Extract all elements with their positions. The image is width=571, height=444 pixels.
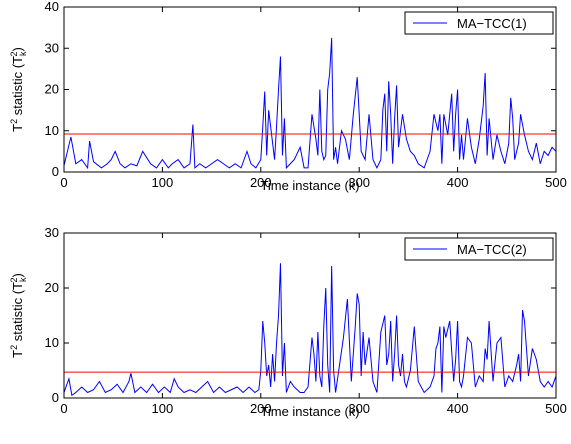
legend-label: MA−TCC(1) bbox=[457, 16, 527, 31]
y-tick-label: 10 bbox=[45, 335, 59, 350]
x-axis-label: Time instance (k) bbox=[260, 178, 359, 193]
y-axis-label-part: T bbox=[10, 124, 25, 132]
chart-panel-1: 0 100 200 300 400 500 0 10 20 30 40 Time instance (… bbox=[9, 0, 567, 193]
y-tick-label: 20 bbox=[45, 82, 59, 97]
y-tick-label: 30 bbox=[45, 40, 59, 55]
legend-label: MA−TCC(2) bbox=[457, 242, 527, 257]
y-tick-label: 0 bbox=[52, 390, 59, 405]
x-tick-label: 400 bbox=[447, 401, 469, 416]
x-tick-label: 100 bbox=[152, 175, 174, 190]
y-axis-label-part: 2 bbox=[9, 345, 19, 350]
y-axis-label-part: statistic (T bbox=[10, 282, 25, 345]
x-tick-label: 200 bbox=[250, 401, 272, 416]
y-axis-label-part: ) bbox=[10, 273, 25, 277]
x-tick-label: 500 bbox=[545, 401, 567, 416]
legend-box bbox=[404, 11, 554, 35]
y-axis-label-part: ) bbox=[10, 47, 25, 51]
y-axis-label-part: statistic (T bbox=[10, 56, 25, 119]
y-tick-label: 30 bbox=[45, 225, 59, 240]
y-axis-label: T2 statistic (Tk2) bbox=[9, 47, 28, 132]
chart-panel-2: 0 100 200 300 400 500 0 10 20 30 Time instance (k)… bbox=[9, 225, 567, 419]
y-tick-label: 20 bbox=[45, 280, 59, 295]
legend-box bbox=[404, 237, 554, 261]
x-axis-label: Time instance (k) bbox=[260, 404, 359, 419]
x-tick-label: 500 bbox=[545, 175, 567, 190]
y-axis-label-part: k bbox=[18, 277, 28, 282]
series-line-1 bbox=[64, 263, 556, 397]
x-tick-label: 400 bbox=[447, 175, 469, 190]
series-line-1 bbox=[64, 37, 556, 170]
y-axis-label-part: 2 bbox=[9, 278, 19, 283]
x-tick-label: 300 bbox=[348, 175, 370, 190]
x-tick-label: 0 bbox=[60, 175, 67, 190]
y-axis-label: T2 statistic (Tk2) bbox=[9, 273, 28, 358]
y-tick-label: 10 bbox=[45, 123, 59, 138]
y-tick-label: 40 bbox=[45, 0, 59, 14]
y-axis-label-part: T bbox=[10, 350, 25, 358]
x-tick-label: 200 bbox=[250, 175, 272, 190]
x-tick-label: 0 bbox=[60, 401, 67, 416]
y-axis-label-part: k bbox=[18, 51, 28, 56]
x-tick-label: 100 bbox=[152, 401, 174, 416]
y-tick-label: 0 bbox=[52, 164, 59, 179]
y-axis-label-part: 2 bbox=[9, 52, 19, 57]
x-tick-label: 300 bbox=[348, 401, 370, 416]
plot-frame bbox=[63, 232, 557, 399]
y-axis-label-part: 2 bbox=[9, 119, 19, 124]
